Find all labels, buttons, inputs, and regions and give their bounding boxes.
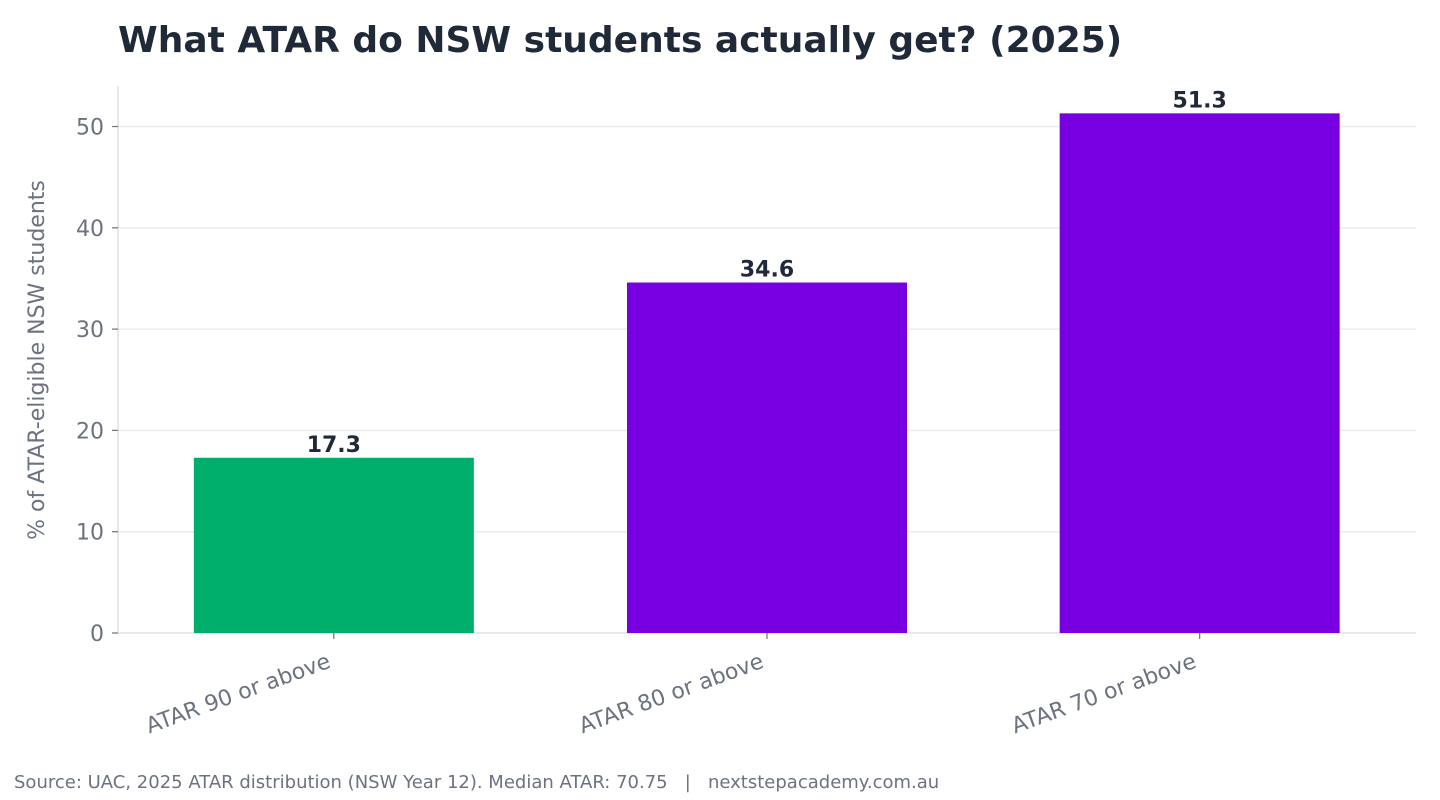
y-axis-label: % of ATAR-eligible NSW students [25, 180, 50, 540]
x-tick-labels: ATAR 90 or above ATAR 80 or above ATAR 70 … [143, 633, 1201, 739]
bar-value-label: 34.6 [740, 258, 794, 283]
bar-value-labels: 17.3 34.6 51.3 [307, 88, 1227, 457]
y-tick-label: 40 [76, 217, 104, 242]
y-tick-label: 10 [76, 521, 104, 546]
y-tick-label: 20 [76, 419, 104, 444]
chart-title: What ATAR do NSW students actually get? … [118, 20, 1122, 61]
x-tick-label: ATAR 80 or above [576, 649, 767, 739]
bar [1059, 113, 1340, 634]
source-footnote: Source: UAC, 2025 ATAR distribution (NSW… [14, 772, 939, 793]
bar [193, 457, 474, 633]
y-tick-labels: 0 10 20 30 40 50 [76, 116, 118, 647]
bar-value-label: 17.3 [307, 433, 361, 458]
y-tick-label: 0 [90, 622, 104, 647]
bars [193, 113, 1340, 634]
y-tick-label: 30 [76, 318, 104, 343]
x-tick-label: ATAR 90 or above [143, 649, 334, 739]
bar-value-label: 51.3 [1173, 88, 1227, 113]
bar [627, 282, 907, 633]
x-tick-label: ATAR 70 or above [1009, 649, 1200, 739]
y-tick-label: 50 [76, 116, 104, 141]
